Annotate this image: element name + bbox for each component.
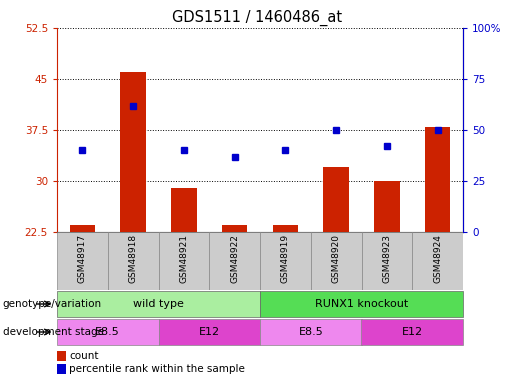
Bar	[57, 351, 66, 361]
Text: GSM48920: GSM48920	[332, 234, 340, 284]
Text: development stage: development stage	[3, 327, 104, 337]
Text: genotype/variation: genotype/variation	[3, 299, 101, 309]
Bar	[57, 318, 159, 345]
Bar	[121, 72, 146, 232]
Bar	[70, 225, 95, 232]
Bar	[260, 232, 311, 290]
Bar	[425, 127, 450, 232]
Text: E8.5: E8.5	[298, 327, 323, 337]
Bar	[57, 291, 260, 318]
Bar	[412, 232, 463, 290]
Bar	[57, 364, 66, 374]
Bar	[374, 181, 400, 232]
Bar	[222, 225, 247, 232]
Bar	[362, 232, 412, 290]
Text: percentile rank within the sample: percentile rank within the sample	[69, 364, 245, 374]
Bar	[311, 232, 362, 290]
Bar	[57, 232, 108, 290]
Text: GDS1511 / 1460486_at: GDS1511 / 1460486_at	[173, 9, 342, 26]
Text: GSM48917: GSM48917	[78, 234, 87, 284]
Text: GSM48921: GSM48921	[179, 234, 188, 284]
Bar	[362, 318, 463, 345]
Bar	[323, 167, 349, 232]
Bar	[260, 318, 362, 345]
Text: GSM48922: GSM48922	[230, 234, 239, 283]
Text: count: count	[69, 351, 99, 361]
Bar	[171, 188, 197, 232]
Bar	[260, 291, 463, 318]
Text: GSM48924: GSM48924	[433, 234, 442, 283]
Bar	[159, 318, 260, 345]
Text: RUNX1 knockout: RUNX1 knockout	[315, 299, 408, 309]
Text: GSM48923: GSM48923	[382, 234, 391, 284]
Bar	[159, 232, 209, 290]
Bar	[108, 232, 159, 290]
Bar	[272, 225, 298, 232]
Bar	[209, 232, 260, 290]
Text: E8.5: E8.5	[95, 327, 120, 337]
Text: E12: E12	[199, 327, 220, 337]
Text: GSM48919: GSM48919	[281, 234, 290, 284]
Text: GSM48918: GSM48918	[129, 234, 138, 284]
Text: wild type: wild type	[133, 299, 184, 309]
Text: E12: E12	[402, 327, 423, 337]
